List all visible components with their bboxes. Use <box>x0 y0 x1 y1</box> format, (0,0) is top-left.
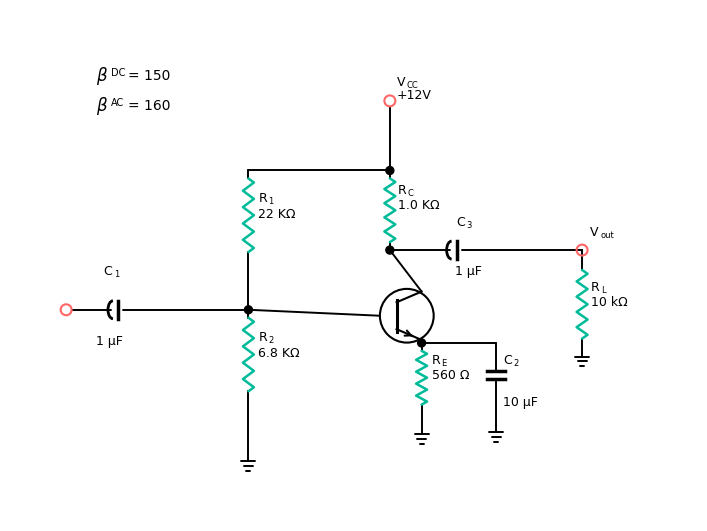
Text: R: R <box>591 281 600 294</box>
Text: out: out <box>600 230 614 239</box>
Text: V: V <box>397 76 405 89</box>
Text: AC: AC <box>111 98 124 108</box>
Text: 2: 2 <box>269 336 274 345</box>
Circle shape <box>418 339 426 347</box>
Text: +12V: +12V <box>397 89 432 102</box>
Text: C: C <box>503 354 512 367</box>
Text: 2: 2 <box>513 359 519 369</box>
Text: 1 μF: 1 μF <box>96 335 123 348</box>
Text: DC: DC <box>111 68 125 78</box>
Circle shape <box>245 306 252 314</box>
Text: 1: 1 <box>114 270 119 279</box>
Text: 10 μF: 10 μF <box>503 396 538 409</box>
Text: R: R <box>258 192 267 205</box>
Text: C: C <box>457 216 465 229</box>
Text: = 150: = 150 <box>128 69 170 83</box>
Text: $\beta$: $\beta$ <box>96 65 108 87</box>
Text: R: R <box>258 331 267 344</box>
Text: 1.0 KΩ: 1.0 KΩ <box>398 199 440 212</box>
Text: 3: 3 <box>467 221 472 230</box>
Text: C: C <box>103 266 112 278</box>
Text: $\beta$: $\beta$ <box>96 95 108 117</box>
Circle shape <box>386 167 394 175</box>
Text: C: C <box>408 189 414 198</box>
Text: 1: 1 <box>269 197 274 206</box>
Text: 560 Ω: 560 Ω <box>431 369 469 382</box>
Text: V: V <box>590 226 599 238</box>
Text: 22 KΩ: 22 KΩ <box>258 208 296 221</box>
Text: 6.8 KΩ: 6.8 KΩ <box>258 347 300 360</box>
Text: R: R <box>431 354 440 367</box>
Text: CC: CC <box>407 81 419 90</box>
Text: E: E <box>441 359 447 369</box>
Text: 10 kΩ: 10 kΩ <box>591 296 628 309</box>
Text: R: R <box>398 184 407 197</box>
Text: = 160: = 160 <box>128 99 170 113</box>
Text: L: L <box>601 286 606 295</box>
Circle shape <box>386 246 394 254</box>
Text: 1 μF: 1 μF <box>455 266 481 278</box>
